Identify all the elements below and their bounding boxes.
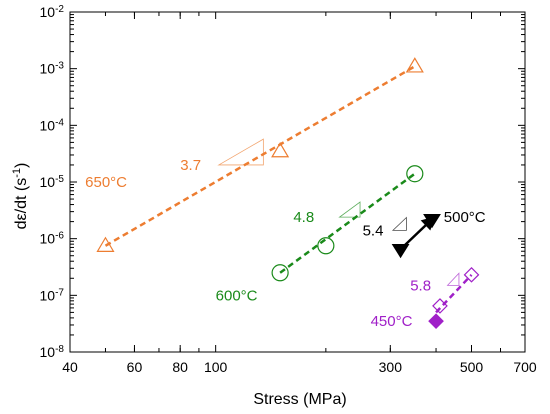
arrowhead-marker [420, 216, 435, 231]
y-axis-label-sup: -1 [11, 168, 23, 178]
fit-line [435, 273, 473, 314]
triangle-marker [405, 57, 424, 73]
plot-frame [69, 11, 526, 353]
chart-axes: 10-8 10-7 10-6 10-5 10-4 10-3 10-2 40 60 80 100 300… [40, 4, 537, 376]
y-tick-label: 10-8 [40, 344, 65, 361]
filled-diamond-marker [428, 313, 444, 330]
y-tick-label: 10-3 [40, 60, 65, 77]
annotation-label: 3.7 [180, 157, 201, 174]
y-tick-label: 10-2 [40, 4, 65, 21]
x-tick-label: 700 [513, 359, 537, 375]
y-axis-label: dε/dt (s-1) [11, 163, 30, 230]
slope-triangle [217, 138, 264, 166]
y-tick-label: 10-7 [40, 287, 65, 304]
triangle-marker [271, 141, 290, 158]
annotation-label: 500°C [444, 209, 486, 226]
x-tick-label: 40 [62, 359, 78, 375]
x-axis-label: Stress (MPa) [253, 391, 346, 408]
diamond-marker [463, 266, 480, 283]
circle-marker [317, 237, 335, 255]
x-tick-label: 100 [204, 359, 228, 375]
annotation-label: 5.4 [363, 222, 384, 239]
annotations: 650°C 3.7 4.8 600°C 5.4 500°C 5.8 450°C [85, 157, 486, 330]
y-tick-label: 10-4 [40, 117, 65, 134]
annotation-label: 600°C [216, 287, 258, 304]
annotation-label: 650°C [85, 174, 127, 191]
y-tick-label: 10-6 [40, 230, 65, 247]
x-tick-label: 500 [460, 359, 484, 375]
x-tick-label: 300 [379, 359, 403, 375]
y-tick-label: 10-5 [40, 174, 65, 191]
x-tick-label: 60 [127, 359, 143, 375]
slope-triangles [217, 138, 460, 286]
fit-line [104, 65, 416, 247]
annotation-label: 4.8 [293, 209, 314, 226]
circle-marker [271, 264, 289, 282]
slope-triangle [338, 201, 361, 218]
annotation-label: 5.8 [410, 277, 431, 294]
data-markers [96, 57, 480, 330]
filled-triangle-marker [391, 243, 410, 259]
circle-marker [406, 165, 424, 183]
y-axis-label-end: ) [13, 163, 30, 168]
diamond-marker [432, 298, 448, 314]
y-axis-label-main: dε/dt (s [13, 178, 30, 230]
slope-triangle [391, 216, 407, 231]
fit-line [279, 172, 416, 274]
fit-lines [104, 65, 473, 314]
slope-triangle [446, 272, 460, 286]
triangle-marker [96, 236, 115, 252]
annotation-label: 450°C [371, 313, 413, 330]
x-tick-label: 80 [172, 359, 188, 375]
